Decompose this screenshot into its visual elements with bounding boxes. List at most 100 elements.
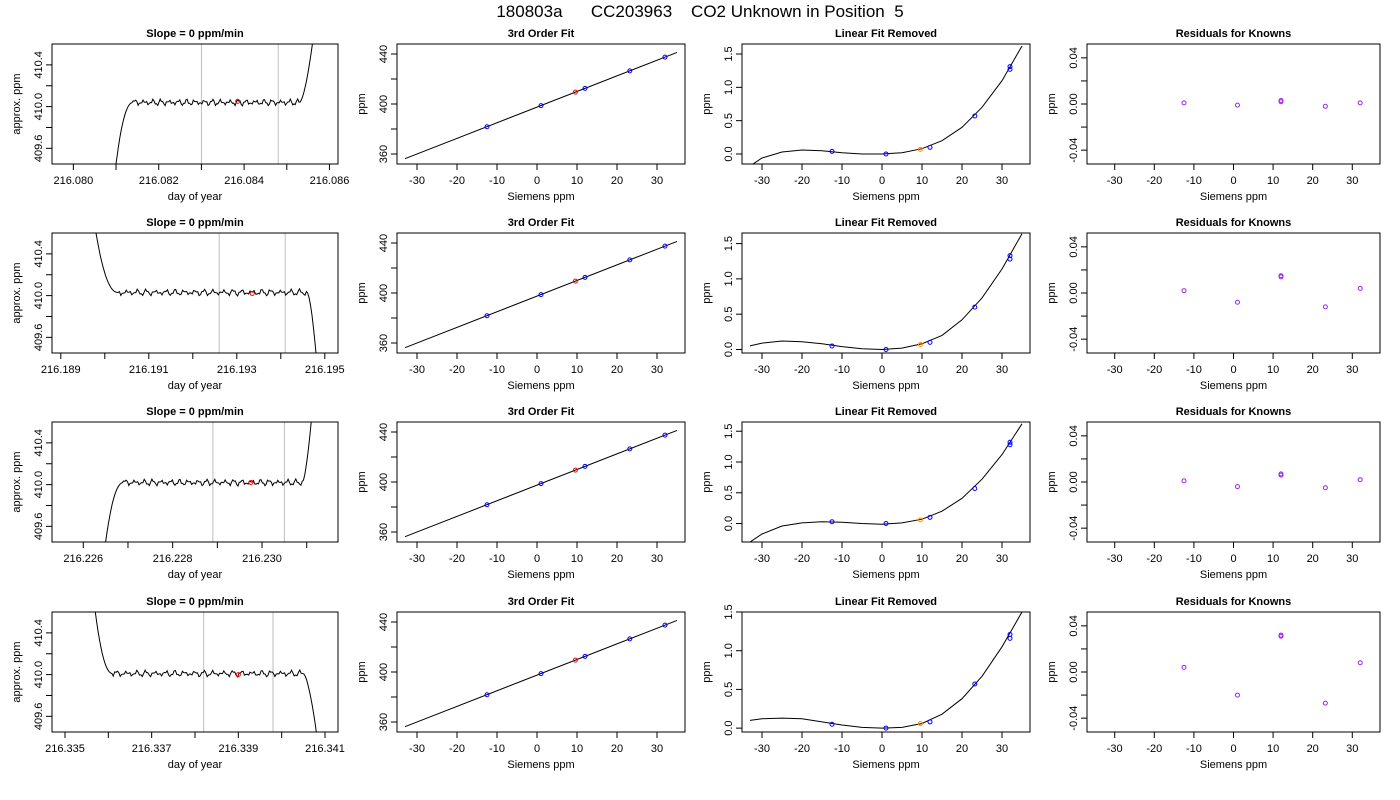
x-tick-label: 20 [956, 364, 968, 376]
x-axis-label: day of year [168, 380, 223, 392]
y-tick-label: 0.04 [1068, 425, 1080, 446]
unknown-point [917, 517, 923, 523]
x-tick-label: 30 [1346, 743, 1358, 755]
x-tick-label: 216.226 [63, 553, 103, 565]
y-tick-label: 360 [378, 713, 390, 731]
x-tick-label: 10 [571, 175, 583, 187]
y-tick-label: 410.4 [33, 429, 45, 457]
y-tick-label: 0.00 [1068, 282, 1080, 303]
panel-r1-c3: Residuals for Knowns -30 -20 -10 0 10 20 30 -0.0… [1046, 217, 1381, 392]
known-point [829, 519, 835, 525]
x-tick-label: 216.335 [45, 743, 85, 755]
x-tick-label: -20 [794, 743, 810, 755]
x-tick-label: -30 [754, 743, 770, 755]
y-tick-label: 0.00 [1068, 471, 1080, 492]
y-axis-label: ppm [356, 282, 368, 303]
x-tick-label: 0 [1230, 175, 1236, 187]
x-tick-label: 20 [611, 175, 623, 187]
y-tick-label: -0.04 [1068, 706, 1080, 731]
panel-r2-c0: Slope = 0 ppm/min 216.226 216.228 216.230 40… [11, 406, 339, 581]
x-tick-label: 0 [1230, 364, 1236, 376]
y-tick-label: 409.6 [33, 513, 45, 541]
residual-point [1234, 484, 1240, 490]
x-axis-label: day of year [168, 191, 223, 203]
plot-frame [396, 611, 686, 733]
known-point [1007, 442, 1013, 448]
known-point [883, 725, 889, 731]
y-tick-label: 440 [378, 45, 390, 63]
known-point [662, 432, 668, 438]
y-axis-label: ppm [356, 93, 368, 114]
x-tick-label: -10 [1186, 175, 1202, 187]
plot-area [1181, 471, 1363, 491]
x-tick-label: 20 [611, 553, 623, 565]
x-axis-label: Siemens ppm [507, 191, 574, 203]
residual-curve [749, 233, 1023, 351]
y-tick-label: 0.0 [723, 342, 735, 357]
panel-r0-c3: Residuals for Knowns -30 -20 -10 0 10 20 30 -0.0… [1046, 28, 1381, 203]
panel-r3-c1: 3rd Order Fit -30 -20 -10 0 10 20 30 360 400 440 Si… [356, 596, 686, 771]
x-tick-label: -30 [754, 364, 770, 376]
panel-r2-c3: Residuals for Knowns -30 -20 -10 0 10 20 30 -0.0… [1046, 406, 1381, 581]
plot-frame [1086, 43, 1381, 165]
residual-point [1234, 299, 1240, 305]
x-tick-label: -10 [834, 364, 850, 376]
panel-r2-c1: 3rd Order Fit -30 -20 -10 0 10 20 30 360 400 440 Si… [356, 406, 686, 581]
x-axis-label: Siemens ppm [507, 380, 574, 392]
y-tick-label: 360 [378, 334, 390, 352]
x-tick-label: -10 [489, 364, 505, 376]
y-tick-label: 410.0 [33, 93, 45, 121]
known-point [627, 446, 633, 452]
plot-frame [51, 43, 339, 165]
x-tick-label: -10 [489, 175, 505, 187]
known-point [972, 304, 978, 310]
x-tick-label: 20 [956, 743, 968, 755]
plot-area [1181, 273, 1363, 310]
x-axis-label: Siemens ppm [1200, 759, 1267, 771]
y-tick-label: 0.5 [723, 485, 735, 500]
residual-point [1278, 274, 1284, 280]
plot-frame [51, 611, 339, 733]
analyzer-trace [115, 44, 313, 164]
x-tick-label: -30 [409, 364, 425, 376]
unknown-point [572, 89, 578, 95]
panel-title: Residuals for Knowns [1176, 596, 1292, 608]
unknown-point [572, 657, 578, 663]
y-axis-label: ppm [356, 471, 368, 492]
residual-point [1357, 477, 1363, 483]
x-tick-label: 20 [1307, 364, 1319, 376]
x-tick-label: 216.082 [139, 175, 179, 187]
panel-r2-c2: Linear Fit Removed -30 -20 -10 0 10 20 30 0.0 0.5… [701, 406, 1031, 581]
y-axis-label: ppm [1046, 471, 1058, 492]
known-point [627, 68, 633, 74]
y-axis-label: ppm [701, 661, 713, 682]
residual-curve [752, 45, 1023, 164]
x-tick-label: 30 [651, 364, 663, 376]
residual-point [1357, 285, 1363, 291]
x-tick-label: 20 [956, 175, 968, 187]
x-axis-label: Siemens ppm [1200, 191, 1267, 203]
y-tick-label: 410.4 [33, 619, 45, 647]
x-tick-label: 10 [571, 743, 583, 755]
panel-title: Linear Fit Removed [835, 217, 937, 229]
y-tick-label: 1.0 [723, 80, 735, 95]
unknown-marker [235, 672, 241, 678]
x-tick-label: 20 [611, 743, 623, 755]
x-tick-label: 0 [1230, 743, 1236, 755]
plot-frame [396, 421, 686, 543]
x-tick-label: 10 [916, 175, 928, 187]
y-axis-label: ppm [1046, 661, 1058, 682]
x-tick-label: 0 [534, 553, 540, 565]
x-tick-label: 0 [534, 364, 540, 376]
plot-frame [1086, 232, 1381, 354]
known-point [538, 292, 544, 298]
x-tick-label: -20 [794, 553, 810, 565]
plot-frame [741, 43, 1031, 165]
unknown-point [917, 342, 923, 348]
x-tick-label: 20 [611, 364, 623, 376]
known-point [484, 313, 490, 319]
x-tick-label: -30 [1107, 553, 1123, 565]
known-point [627, 636, 633, 642]
analyzer-trace [94, 612, 317, 732]
